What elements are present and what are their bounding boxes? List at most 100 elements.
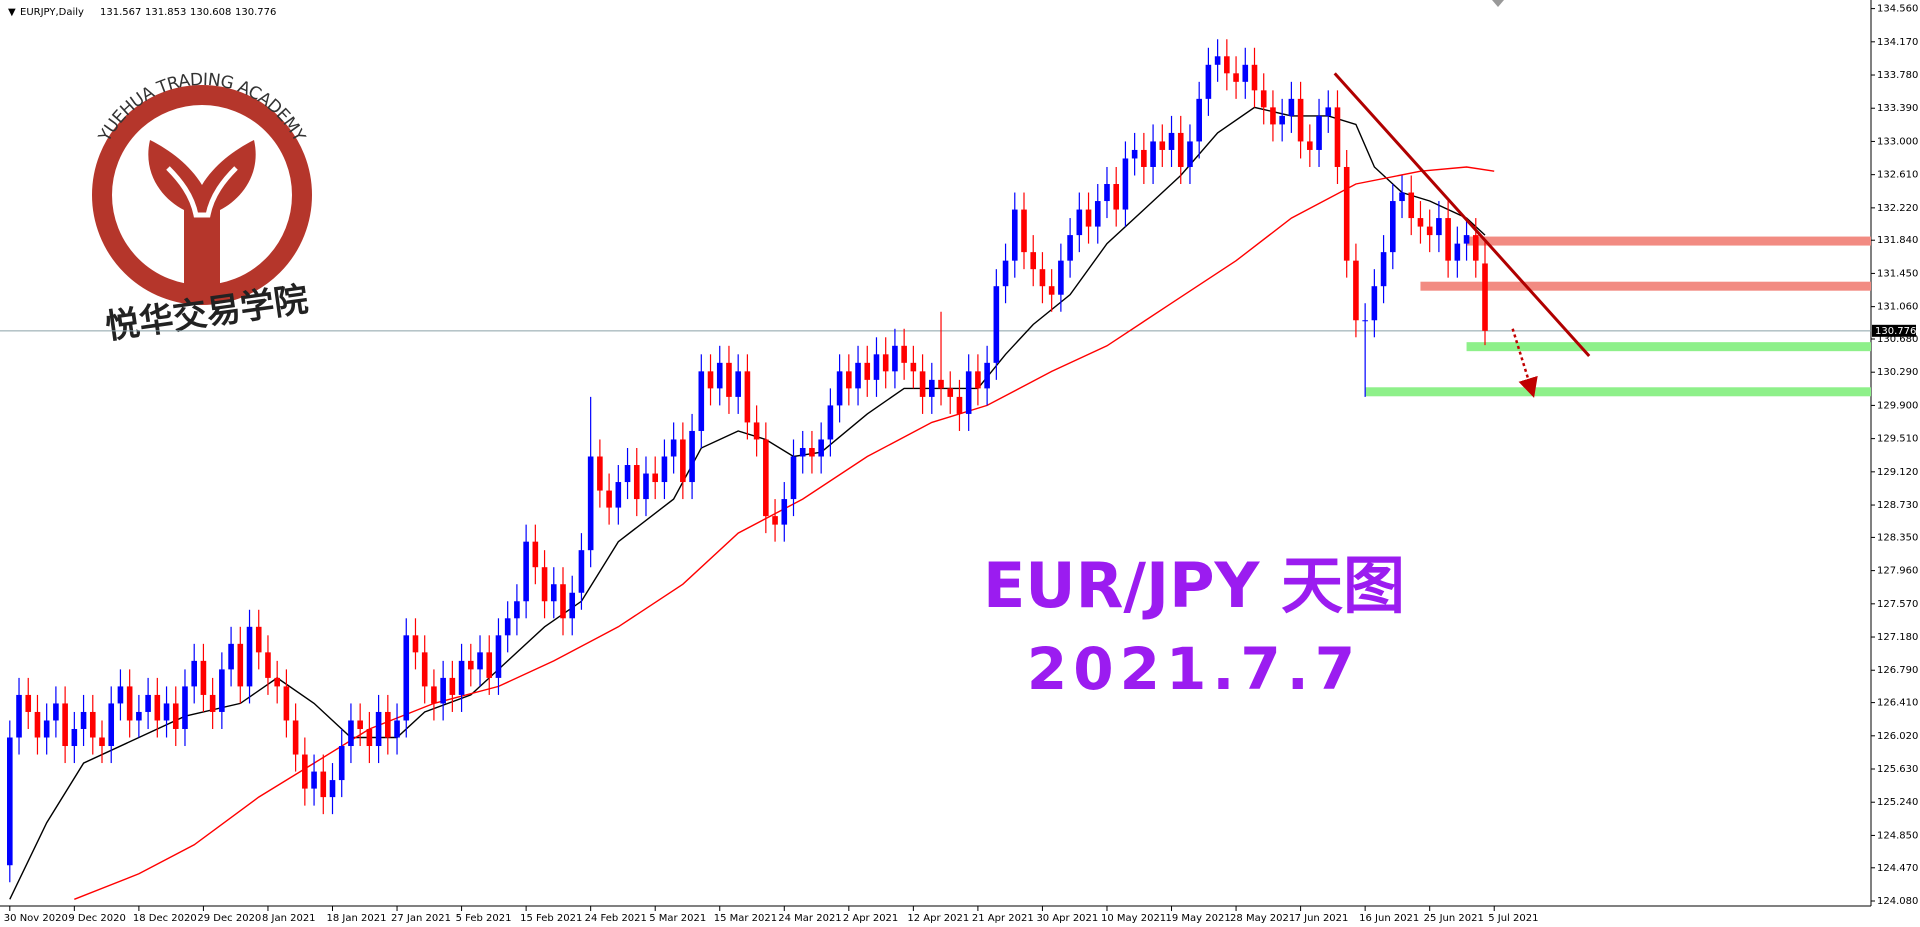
y-tick-label: 128.730 [1877,500,1918,511]
candle-body [126,686,133,721]
y-tick-label: 127.570 [1877,599,1918,610]
candle-body [117,686,124,704]
header-value: 130.776 [235,7,276,18]
logo-ring [92,85,312,305]
candle-body [790,456,797,500]
candle-body [1104,184,1110,202]
candle-body [716,362,723,389]
candle-body [449,677,456,695]
x-tick-label: 18 Dec 2020 [133,913,197,924]
candle-body [643,473,649,500]
candle-body [1214,56,1221,65]
candle-body [80,711,87,729]
price-tag-label: 130.776 [1875,326,1916,337]
level-zone [1365,387,1871,397]
candle-body [1436,218,1442,236]
candle-body [873,354,880,380]
candle-body [624,465,631,483]
x-tick-label: 21 Apr 2021 [972,913,1034,924]
candle-body [560,584,566,619]
candle-body [541,567,548,602]
y-tick-label: 130.290 [1877,367,1918,378]
candle-body [1399,192,1405,202]
annotation-date: 2021.7.7 [1027,635,1361,703]
candle-body [375,711,382,747]
header-value: 131.853 [145,7,186,18]
candle-body [569,592,576,619]
candle-body [1279,115,1285,125]
x-tick-label: 27 Jan 2021 [391,913,451,924]
candle-body [163,703,170,721]
candle-body [633,465,640,500]
candle-body [329,780,336,798]
candle-body [145,694,151,712]
x-tick-label: 5 Mar 2021 [649,913,706,924]
y-tick-label: 127.180 [1877,632,1918,643]
candle-body [689,430,695,483]
candle-body [320,771,327,798]
candle-body [1187,141,1193,167]
scroll-marker [1492,0,1504,7]
candle-body [246,626,253,687]
candle-body [606,490,612,508]
candle-body [1122,158,1129,210]
y-tick-label: 124.850 [1877,830,1918,841]
candle-body [680,439,686,483]
candle-body [338,746,345,781]
candle-body [809,447,815,457]
x-tick-label: 25 Jun 2021 [1424,913,1484,924]
candle-body [311,771,317,789]
candle-body [597,456,603,491]
candle-body [1113,184,1119,210]
candle-body [468,660,474,670]
candle-body [1159,141,1166,150]
projection-arrow [1511,328,1538,398]
x-tick-label: 16 Jun 2021 [1359,913,1419,924]
candle-body [1021,209,1027,253]
candle-body [1390,201,1396,253]
candle-body [661,456,668,483]
candle-body [587,456,594,551]
y-tick-label: 126.790 [1877,665,1918,676]
candle-body [1463,235,1470,244]
candle-body [1353,260,1359,321]
candle-body [1325,107,1332,116]
symbol: EURJPY,Daily [20,7,84,18]
candle-body [550,584,557,602]
candle-body [781,499,788,525]
candle-body [707,371,714,389]
candle-body [62,703,68,747]
candle-body [1048,286,1055,295]
candle-body [670,439,677,457]
candle-body [394,720,400,738]
candle-body [799,447,806,457]
candle-body [1426,226,1433,236]
candle-body [1196,98,1202,142]
x-tick-label: 15 Feb 2021 [520,913,582,924]
x-tick-label: 10 May 2021 [1101,913,1166,924]
candle-body [984,362,990,389]
candle-body [735,371,741,397]
candle-body [1380,252,1387,287]
candle-body [1067,235,1073,261]
candle-body [255,626,262,653]
y-tick-label: 132.220 [1877,203,1918,214]
x-tick-label: 30 Nov 2020 [4,913,68,924]
candle-body [763,439,769,517]
y-tick-label: 127.960 [1877,566,1918,577]
candle-body [71,728,78,747]
candle-body [1085,209,1092,227]
x-tick-label: 5 Feb 2021 [456,913,512,924]
y-tick-label: 125.240 [1877,797,1918,808]
header-values: 131.567 131.853 130.608 130.776 [100,7,276,18]
candle-body [1076,209,1083,236]
x-tick-label: 8 Jan 2021 [262,913,316,924]
header-value: 130.608 [190,7,231,18]
x-tick-label: 30 Apr 2021 [1036,913,1098,924]
candle-body [901,345,907,363]
logo-detail [166,166,238,218]
candle-body [191,660,197,687]
candle-body [947,388,954,397]
candle-body [34,711,41,738]
